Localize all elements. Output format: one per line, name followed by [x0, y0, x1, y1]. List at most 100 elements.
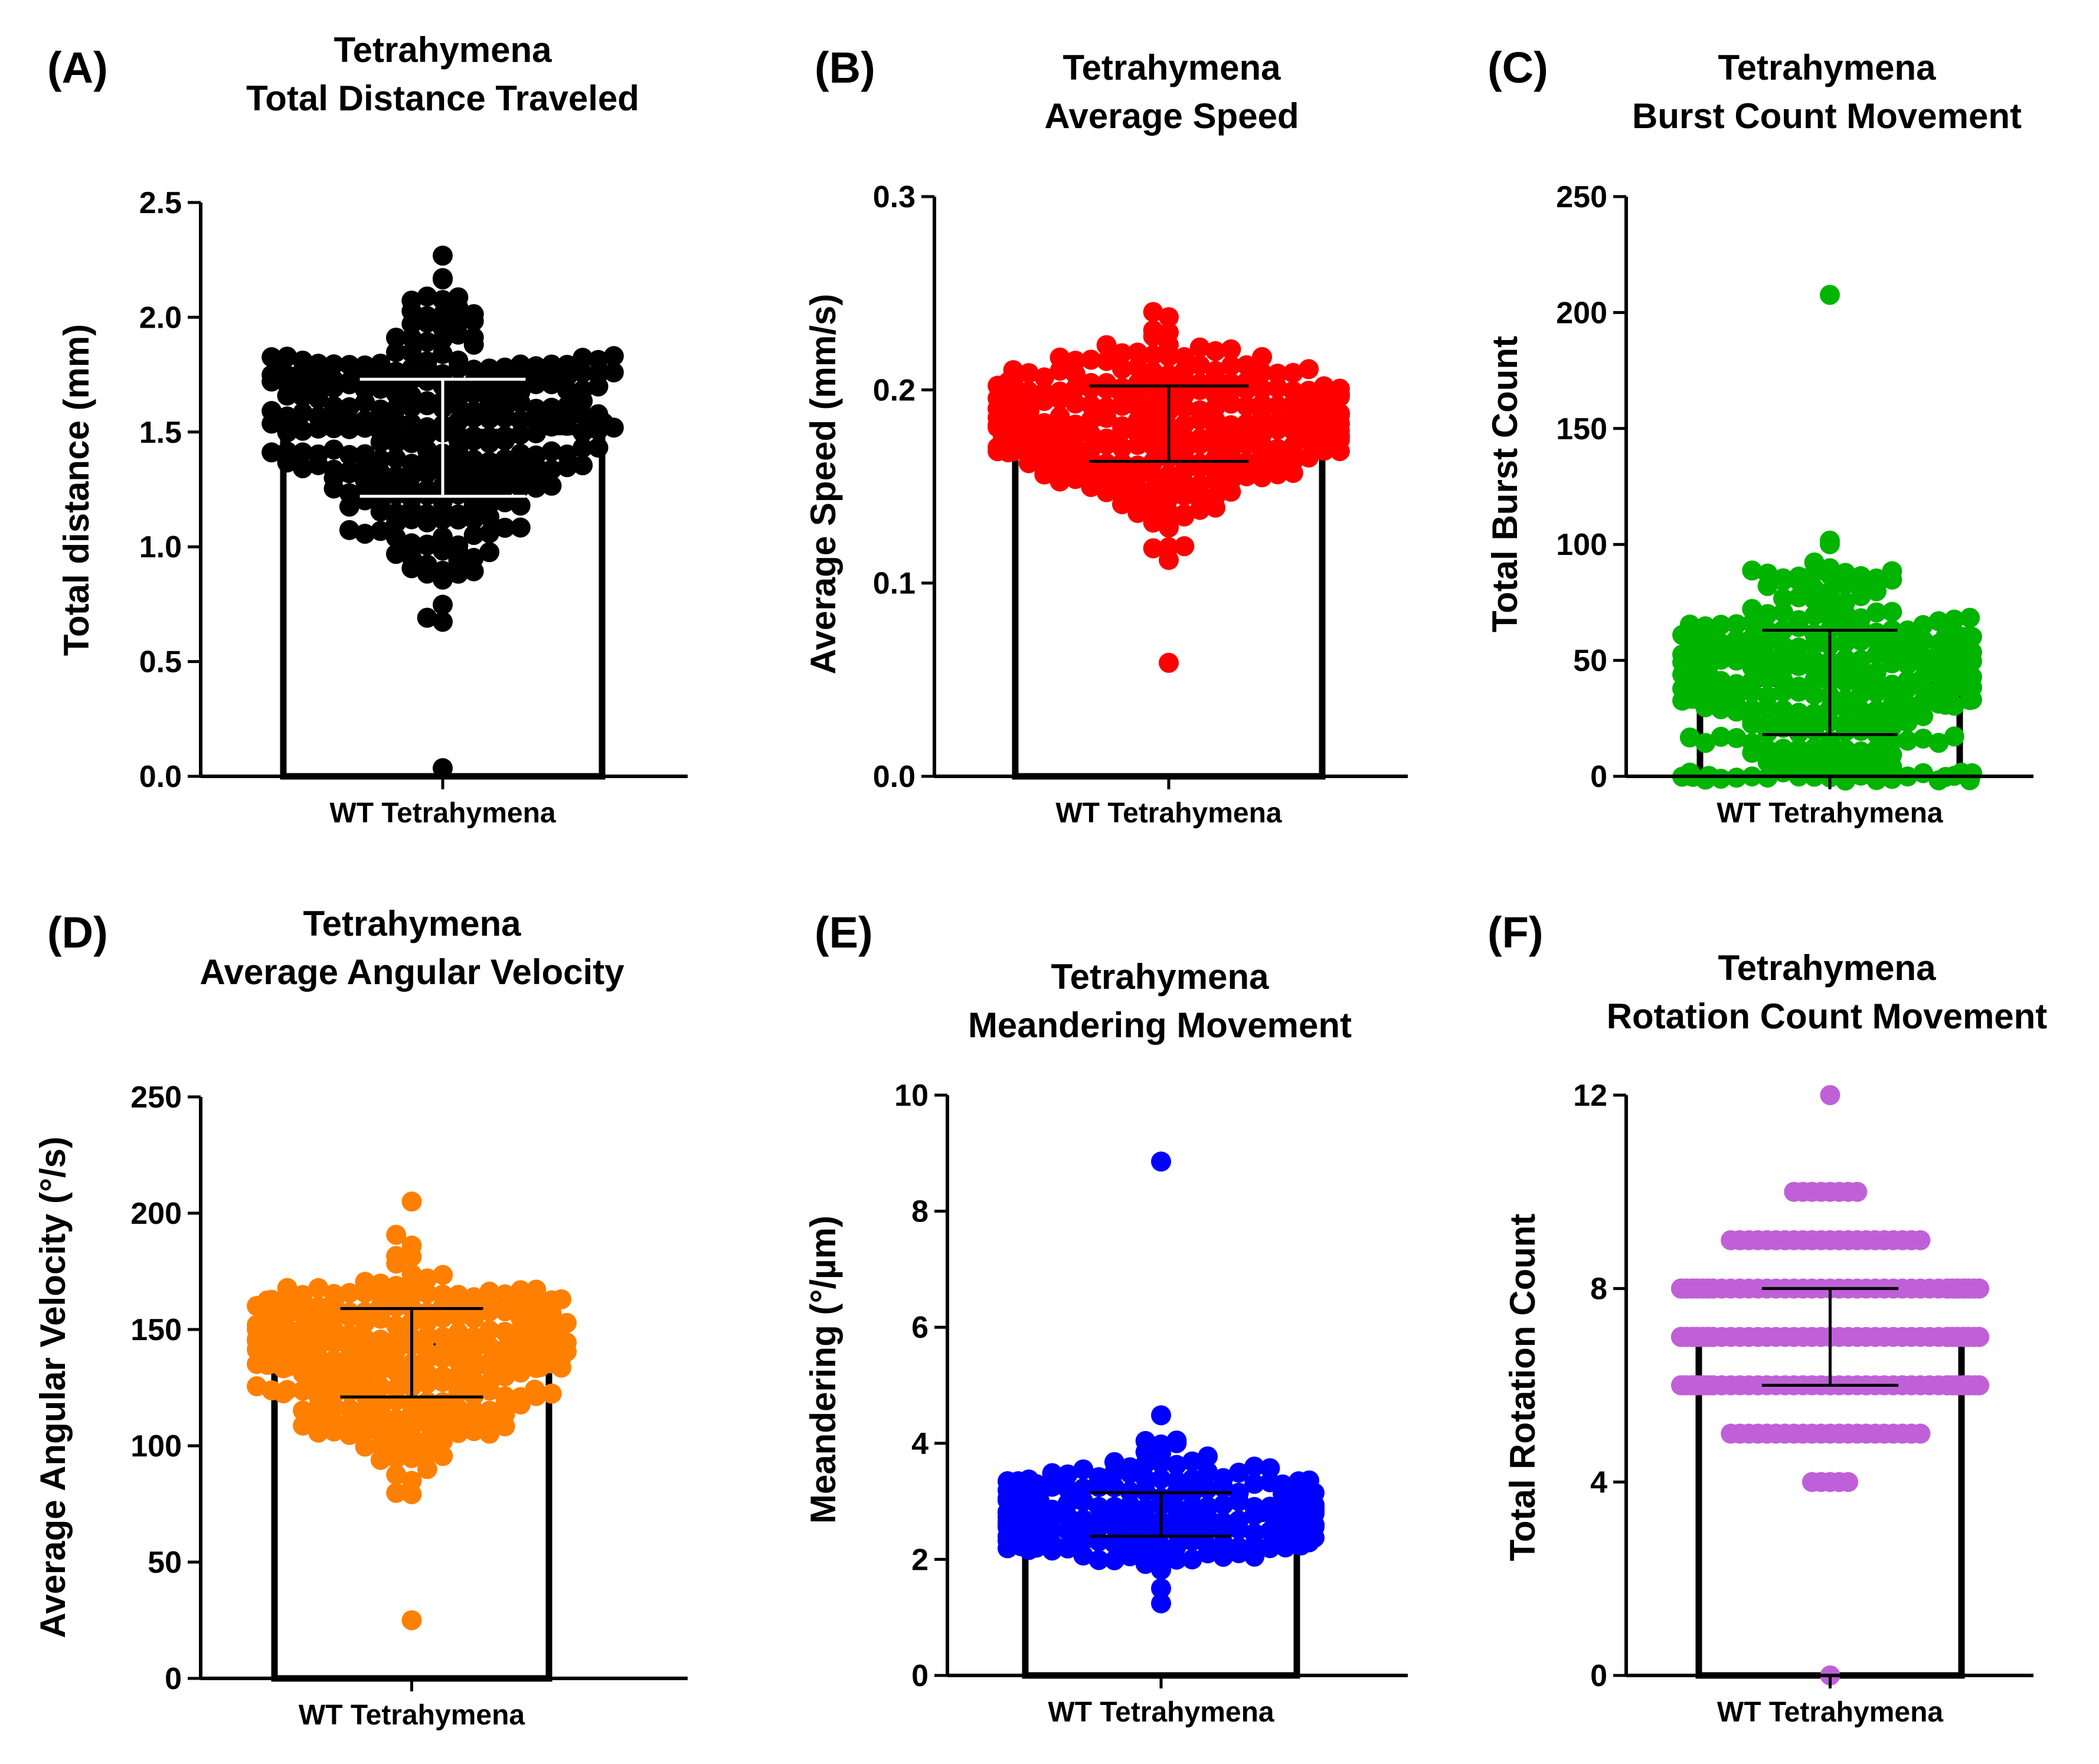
data-point	[323, 354, 344, 375]
data-point	[1267, 396, 1288, 416]
data-point	[417, 332, 437, 352]
data-point	[1174, 414, 1195, 435]
data-point	[1789, 610, 1809, 631]
data-point	[1189, 373, 1210, 394]
data-point	[417, 391, 437, 411]
data-point	[479, 1281, 500, 1302]
data-point	[386, 1276, 407, 1296]
data-point	[1850, 566, 1871, 586]
data-point	[1174, 536, 1195, 557]
y-axis-label: Total Rotation Count	[1503, 1214, 1542, 1562]
data-point	[1088, 1467, 1109, 1488]
data-point	[1166, 1455, 1187, 1475]
data-point	[1882, 731, 1902, 752]
data-point	[463, 1287, 484, 1308]
data-point	[1711, 727, 1731, 747]
data-point	[448, 1399, 469, 1419]
data-point	[479, 523, 500, 544]
data-point	[308, 444, 329, 465]
data-point	[463, 1415, 484, 1436]
data-point	[1096, 335, 1117, 355]
data-point	[293, 1415, 313, 1436]
data-point	[370, 1329, 391, 1350]
data-point	[573, 455, 593, 476]
data-point	[308, 354, 329, 374]
data-point	[386, 1378, 407, 1399]
data-point	[1189, 453, 1210, 473]
data-point	[495, 1386, 515, 1407]
data-point	[401, 358, 422, 379]
data-point	[1205, 436, 1226, 456]
data-point	[1835, 563, 1856, 583]
data-point	[433, 290, 453, 311]
data-point	[1143, 495, 1163, 515]
data-point	[1127, 342, 1148, 363]
data-point	[1221, 415, 1241, 436]
data-point	[479, 1400, 500, 1421]
y-tick-label: 250	[1556, 180, 1607, 214]
data-point	[1695, 733, 1716, 753]
data-point	[1151, 1593, 1171, 1613]
data-point	[1804, 552, 1825, 573]
data-point	[463, 1327, 484, 1347]
data-point	[292, 442, 313, 463]
data-point	[385, 544, 406, 564]
data-point	[1135, 1430, 1156, 1451]
data-point	[339, 355, 359, 375]
data-point	[573, 380, 593, 400]
data-point	[448, 467, 469, 488]
data-point	[339, 1283, 360, 1304]
data-point	[370, 1423, 391, 1443]
data-point	[339, 1324, 360, 1345]
data-point	[1850, 741, 1871, 762]
data-point	[1835, 649, 1856, 669]
data-point	[463, 449, 484, 470]
data-point	[1088, 1511, 1109, 1532]
data-point	[1081, 373, 1101, 393]
data-point	[495, 1284, 515, 1305]
data-point	[1143, 390, 1163, 411]
data-point	[370, 353, 391, 374]
data-point	[1757, 686, 1778, 707]
data-point	[1127, 373, 1148, 394]
y-tick-label: 0	[911, 1659, 928, 1693]
data-point	[370, 521, 391, 541]
data-point	[385, 503, 406, 524]
data-point	[370, 1377, 391, 1397]
data-point	[401, 1264, 422, 1285]
data-point	[1159, 652, 1179, 673]
data-point	[1104, 1452, 1124, 1472]
x-tick-label: WT Tetrahymena	[1717, 1697, 1943, 1728]
data-point	[417, 463, 437, 484]
data-point	[277, 441, 297, 462]
data-point	[573, 362, 593, 383]
data-point	[1757, 740, 1778, 760]
data-point	[1151, 1405, 1171, 1426]
data-point	[1050, 471, 1070, 492]
data-point	[1213, 1512, 1234, 1533]
y-tick-label: 2.5	[139, 186, 182, 220]
data-point	[1189, 474, 1210, 495]
data-point	[1003, 360, 1024, 380]
data-point	[495, 449, 515, 469]
data-point	[1804, 650, 1825, 671]
data-point	[1111, 377, 1132, 398]
data-point	[355, 1436, 375, 1457]
data-point	[1018, 362, 1039, 383]
data-point	[603, 346, 624, 367]
data-point	[417, 371, 437, 391]
data-point	[1721, 1230, 1741, 1250]
y-tick-label: 200	[1556, 296, 1607, 330]
data-point	[417, 417, 437, 437]
data-point	[1198, 1462, 1218, 1482]
data-point	[1804, 605, 1825, 626]
data-point	[1687, 1375, 1707, 1396]
data-point	[261, 347, 282, 368]
x-tick-label: WT Tetrahymena	[1048, 1697, 1274, 1728]
x-tick-label: WT Tetrahymena	[1055, 798, 1281, 829]
data-point	[463, 401, 484, 422]
data-point	[433, 1327, 453, 1347]
data-point	[1773, 636, 1793, 656]
data-point	[1742, 599, 1763, 619]
data-point	[273, 1383, 293, 1404]
